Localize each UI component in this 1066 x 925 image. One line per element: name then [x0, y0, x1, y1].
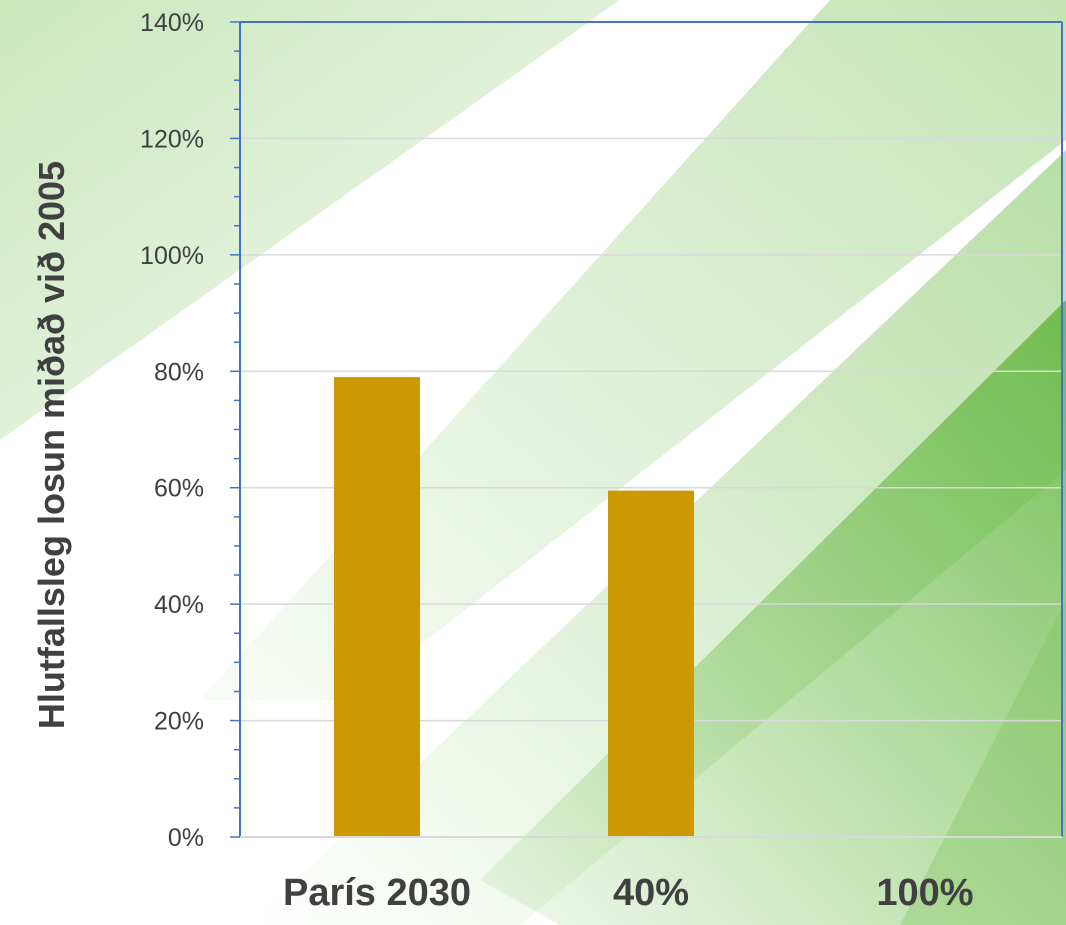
y-tick-label: 0% — [168, 824, 204, 852]
bar — [608, 490, 694, 837]
y-tick-labels: 0% 20% 40% 60% 80% 100% 120% 140% — [140, 9, 204, 852]
category-label: 100% — [876, 872, 973, 914]
category-label: 40% — [613, 872, 689, 914]
axes — [230, 21, 1063, 838]
y-tick-label: 20% — [154, 708, 204, 736]
background-stripe — [0, 0, 620, 440]
bar — [334, 377, 420, 837]
background-stripe — [900, 600, 1066, 925]
y-tick-label: 80% — [154, 358, 204, 386]
y-tick-label: 40% — [154, 591, 204, 619]
bars — [334, 377, 694, 837]
y-tick-label: 120% — [140, 125, 204, 153]
y-tick-label: 140% — [140, 9, 204, 37]
y-tick-label: 60% — [154, 475, 204, 503]
y-tick-label: 100% — [140, 242, 204, 270]
category-labels: París 2030 40% 100% — [283, 872, 974, 914]
y-axis-title: Hlutfallsleg losun miðað við 2005 — [31, 161, 72, 729]
category-label: París 2030 — [283, 872, 471, 914]
